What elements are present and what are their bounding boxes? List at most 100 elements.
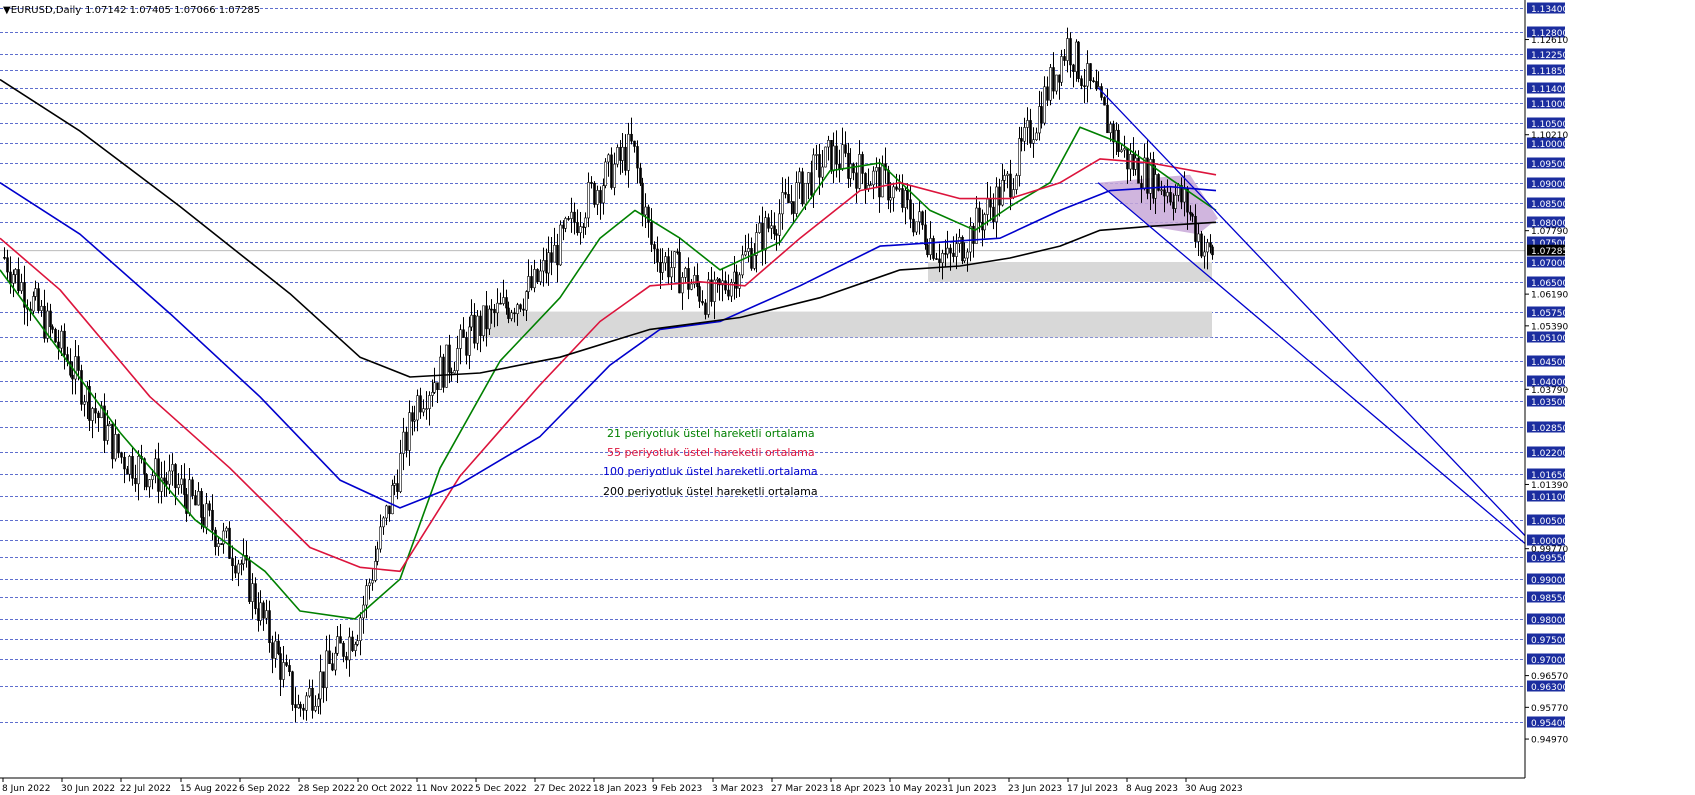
candle-body — [1077, 41, 1080, 79]
candle-body — [744, 251, 747, 256]
candle-body — [941, 253, 944, 263]
time-label: 5 Dec 2022 — [475, 784, 527, 794]
candle-body — [784, 192, 787, 195]
price-label: 1.04500 — [1531, 358, 1568, 368]
candle-body — [1083, 85, 1086, 87]
price-label: 1.06500 — [1531, 279, 1568, 289]
candle-body — [265, 610, 268, 619]
candle-body — [208, 503, 211, 511]
candle-body — [1191, 213, 1194, 217]
candle-body — [696, 275, 699, 287]
legend: 21 periyotluk üstel hareketli ortalama 5… — [603, 427, 818, 498]
candle-body — [222, 530, 225, 545]
candle-body — [54, 329, 57, 343]
candle-body — [69, 361, 72, 376]
candle-body — [1009, 173, 1012, 198]
candle-body — [1109, 123, 1112, 134]
candle-body — [841, 144, 844, 170]
time-label: 8 Jun 2022 — [2, 784, 50, 794]
candle-body — [174, 464, 177, 489]
candle-body — [339, 636, 342, 644]
candle-body — [137, 456, 140, 485]
candle-body — [379, 526, 382, 550]
candle-body — [399, 453, 402, 492]
candle-body — [1072, 64, 1075, 72]
candle-body — [1180, 185, 1183, 203]
price-label-bg — [1527, 446, 1565, 458]
candle-body — [488, 308, 491, 330]
candle-body — [633, 140, 636, 147]
candle-body — [468, 326, 471, 356]
candle-body — [818, 154, 821, 178]
candle-body — [376, 548, 379, 562]
candle-body — [570, 211, 573, 219]
candle-body — [596, 190, 599, 205]
ema-line-3 — [0, 78, 1217, 378]
price-scale-label: 1.12610 — [1531, 36, 1568, 46]
candle-body — [108, 423, 111, 426]
candle-body — [1060, 56, 1063, 83]
candle-body — [656, 248, 659, 263]
candle-body — [462, 329, 465, 338]
candle-body — [425, 408, 428, 410]
candle-body — [513, 312, 516, 315]
price-label-bg — [1527, 26, 1565, 38]
candle-body — [556, 244, 559, 266]
candle-body — [801, 171, 804, 205]
candle-body — [205, 503, 208, 528]
candle-body — [536, 269, 539, 283]
candle-body — [23, 282, 26, 308]
candle-body — [607, 154, 610, 163]
legend-ema21: 21 periyotluk üstel hareketli ortalama — [607, 427, 815, 440]
candle-body — [405, 431, 408, 451]
candle-body — [804, 182, 807, 205]
candle-body — [225, 527, 228, 532]
price-label: 1.05750 — [1531, 309, 1568, 319]
candle-body — [690, 283, 693, 290]
price-label: 1.12250 — [1531, 51, 1568, 61]
candle-body — [299, 704, 302, 709]
candle-body — [901, 188, 904, 208]
candle-body — [336, 636, 339, 654]
price-label-bg — [1527, 514, 1565, 526]
time-label: 30 Jun 2022 — [61, 784, 115, 794]
candle-body — [183, 478, 186, 495]
candle-body — [1029, 120, 1032, 144]
candle-body — [966, 251, 969, 259]
candle-body — [431, 392, 434, 396]
candle-body — [542, 260, 545, 272]
candle-body — [1026, 120, 1029, 128]
price-label-bg — [1527, 306, 1565, 318]
candle-body — [576, 222, 579, 234]
candle-body — [1086, 63, 1089, 87]
candle-body — [1080, 78, 1083, 86]
time-label: 9 Feb 2023 — [652, 784, 702, 794]
candle-body — [835, 145, 838, 165]
candle-body — [710, 279, 713, 302]
candle-body — [317, 698, 320, 707]
candle-body — [217, 543, 220, 548]
candle-body — [698, 286, 701, 302]
candle-body — [442, 356, 445, 388]
candle-body — [470, 314, 473, 328]
candle-body — [43, 305, 46, 339]
candle-body — [881, 163, 884, 198]
price-label: 1.02850 — [1531, 424, 1568, 434]
candle-body — [439, 356, 442, 390]
price-label-bg — [1527, 82, 1565, 94]
candle-body — [895, 186, 898, 190]
candle-body — [721, 280, 724, 286]
candle-body — [117, 434, 120, 454]
price-label: 1.11000 — [1531, 100, 1568, 110]
candle-body — [653, 244, 656, 250]
channel-upper-line — [1097, 87, 1526, 537]
price-scale-label: 0.99770 — [1531, 545, 1568, 555]
candle-body — [1174, 194, 1177, 209]
candle-body — [1123, 148, 1126, 151]
candle-body — [291, 671, 294, 705]
candle-body — [758, 222, 761, 233]
candle-body — [906, 190, 909, 201]
candle-body — [88, 386, 91, 421]
candle-body — [764, 217, 767, 251]
candle-body — [1089, 63, 1092, 82]
